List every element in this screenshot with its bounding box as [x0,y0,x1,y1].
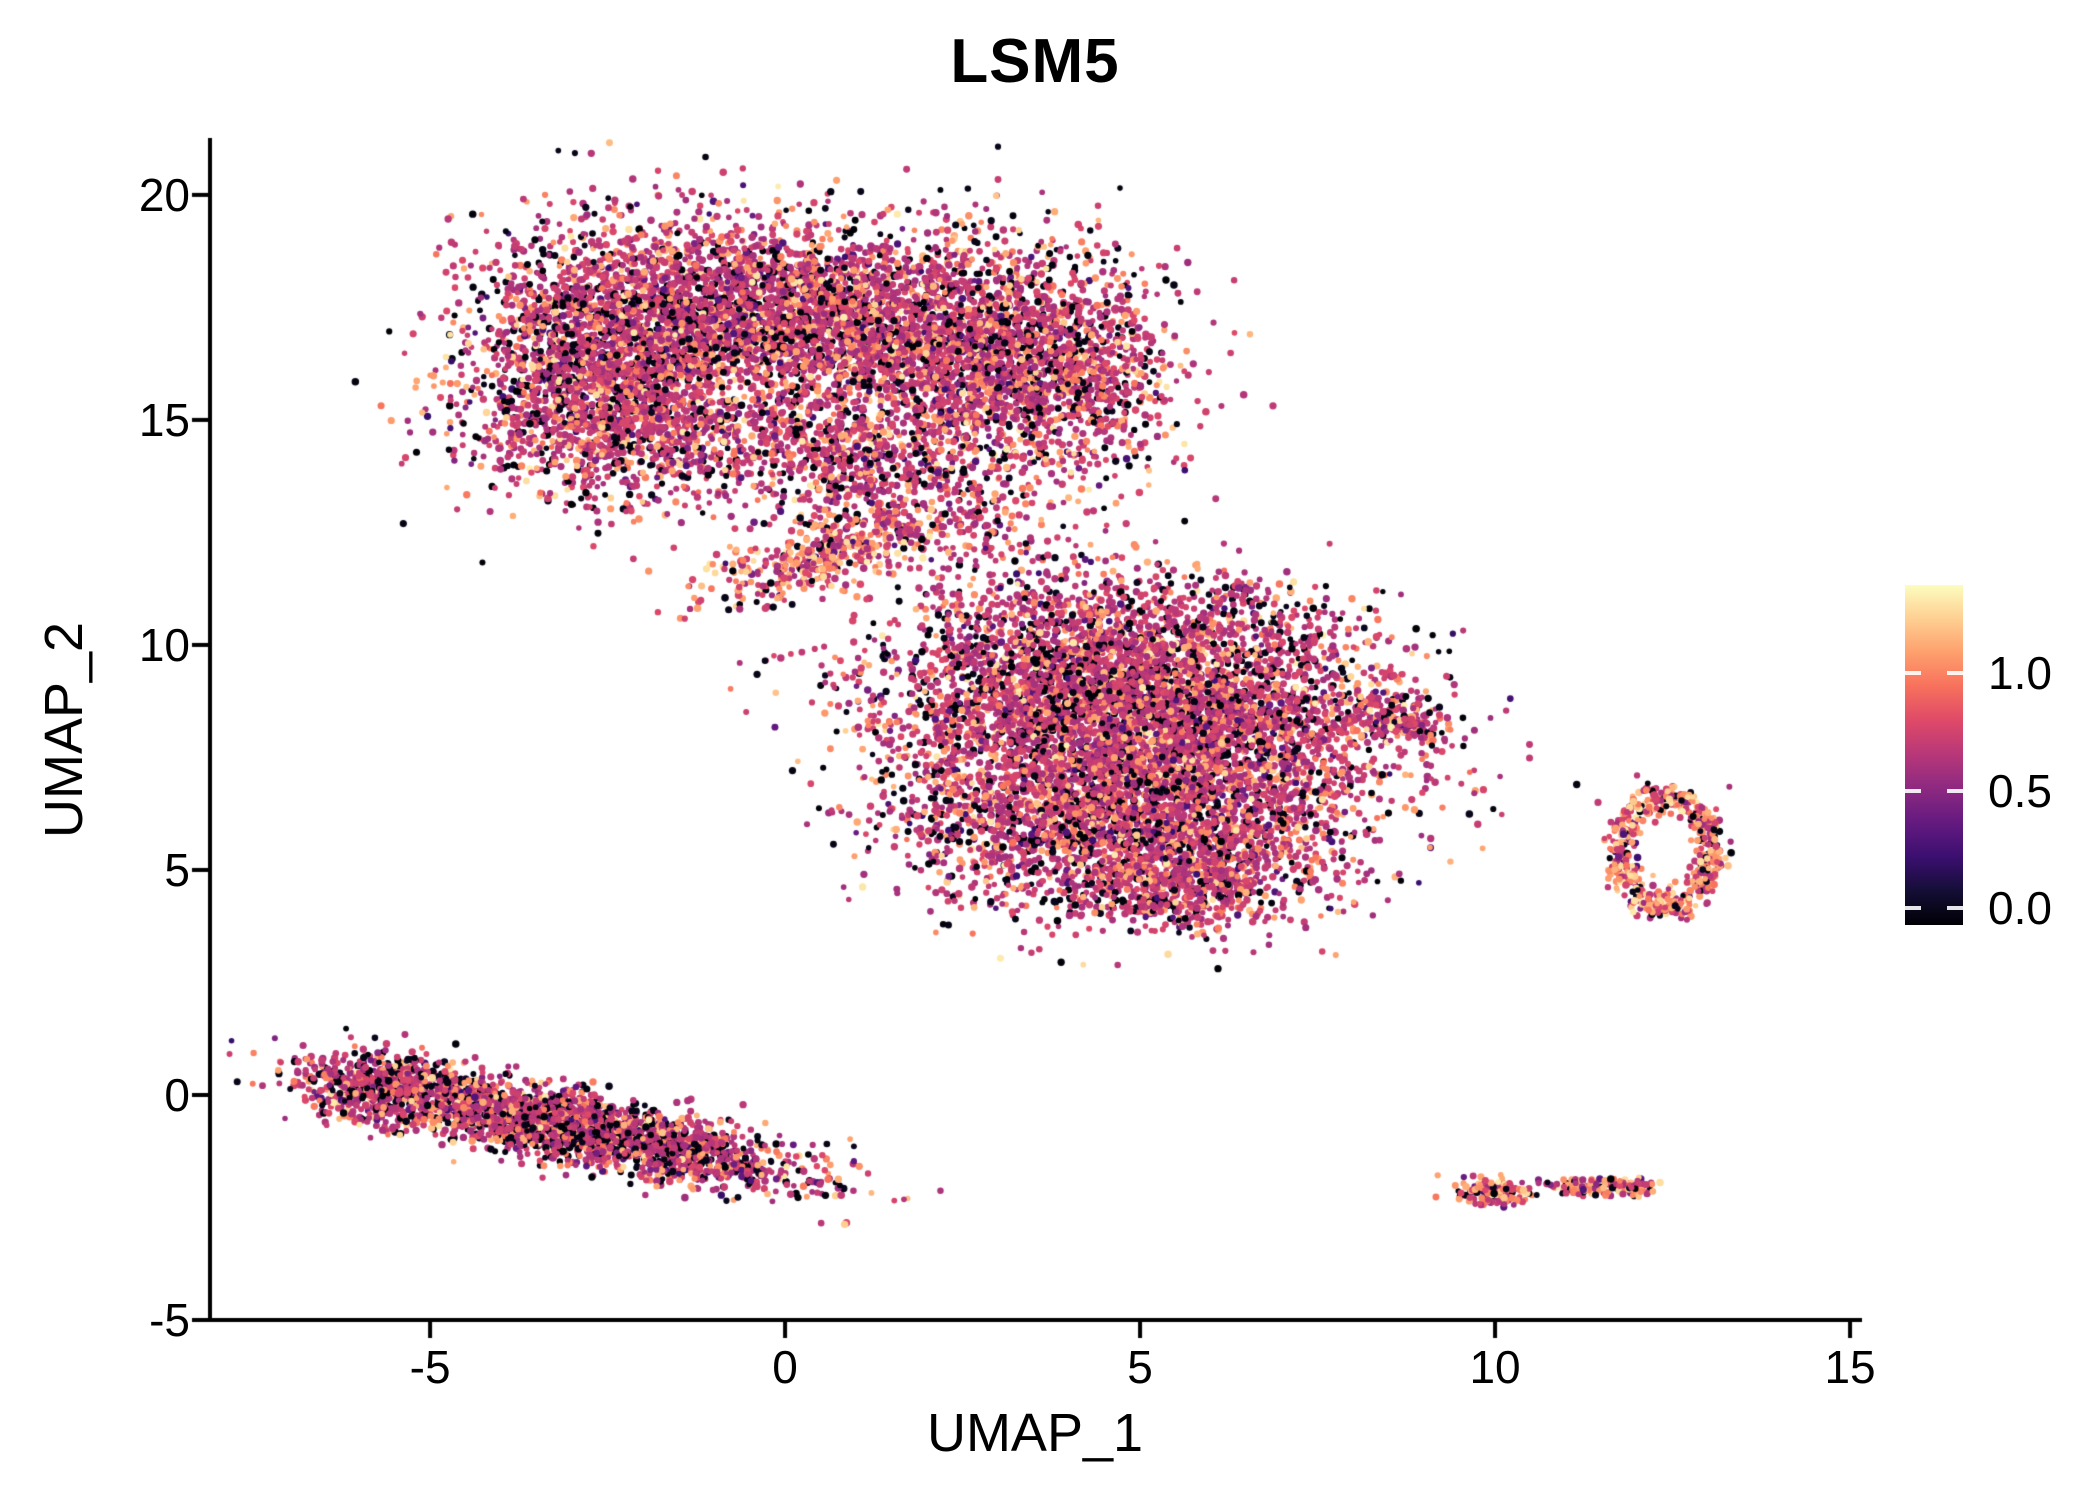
y-tick-label: -5 [149,1294,190,1346]
y-tick-label: 10 [138,618,190,671]
colorbar [1905,585,1963,925]
y-tick-label: 0 [164,1068,190,1121]
colorbar-tick [1905,671,1921,675]
y-tick-label: 5 [164,843,190,896]
x-axis-label: UMAP_1 [926,1403,1144,1463]
colorbar-label: 0.5 [1988,764,2052,817]
colorbar-tick [1905,788,1921,793]
colorbar-label: 0.0 [1988,882,2052,934]
y-tick-label: 15 [138,393,190,446]
colorbar-label: 1.0 [1988,647,2052,699]
y-tick-label: 20 [138,168,190,221]
x-tick-label: 5 [1127,1341,1153,1393]
colorbar-tick [1947,671,1963,675]
x-tick-label: 10 [1469,1341,1521,1393]
colorbar-tick [1947,906,1963,910]
chart-title: LSM5 [950,27,1120,96]
x-tick-label: 15 [1824,1341,1876,1393]
colorbar-tick [1905,906,1921,910]
x-tick-label: -5 [409,1341,451,1393]
x-tick-label: 0 [772,1341,798,1393]
colorbar-tick [1947,788,1963,793]
